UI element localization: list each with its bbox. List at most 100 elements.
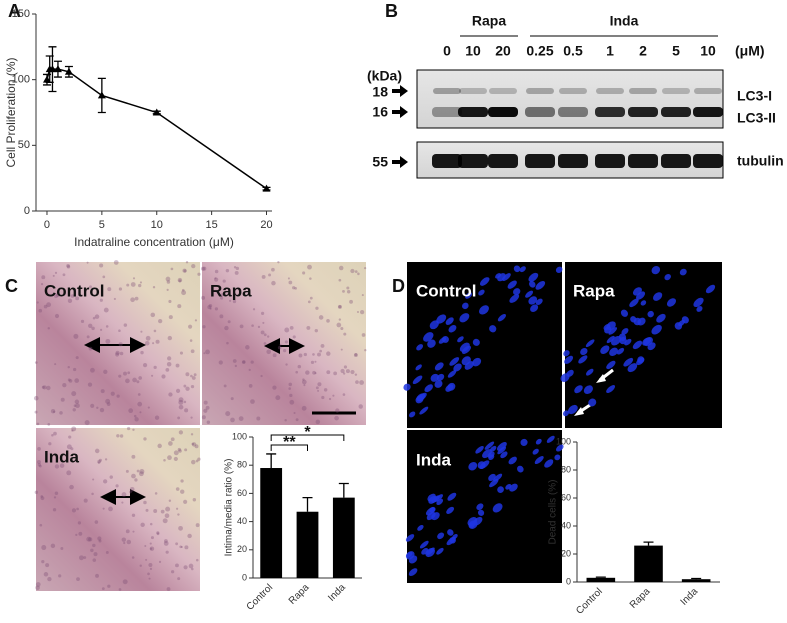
- texture: [105, 398, 111, 404]
- texture: [41, 385, 45, 389]
- texture: [35, 585, 40, 591]
- texture: [136, 380, 140, 384]
- texture: [71, 426, 77, 432]
- lane-label: 0: [443, 43, 451, 59]
- nucleus: [412, 375, 423, 385]
- texture: [88, 346, 93, 351]
- bar: [332, 497, 355, 578]
- texture: [175, 542, 179, 546]
- x-tick-label: 15: [206, 219, 218, 231]
- texture: [131, 454, 136, 459]
- texture: [34, 490, 38, 494]
- nucleus: [469, 522, 476, 529]
- nucleus: [425, 547, 435, 558]
- texture: [295, 418, 299, 422]
- texture: [125, 529, 130, 534]
- texture: [94, 314, 100, 319]
- texture: [139, 564, 142, 567]
- texture: [47, 576, 52, 582]
- nucleus: [530, 304, 539, 313]
- nucleus: [525, 290, 534, 298]
- band-label: tubulin: [737, 153, 784, 169]
- texture: [144, 340, 150, 346]
- texture: [192, 498, 197, 502]
- texture: [251, 324, 254, 327]
- texture: [153, 365, 157, 370]
- texture: [143, 500, 147, 505]
- texture: [183, 499, 188, 504]
- nucleus: [479, 277, 490, 286]
- texture: [139, 469, 145, 474]
- texture: [175, 487, 180, 491]
- texture: [235, 266, 240, 271]
- texture: [338, 305, 342, 309]
- significance-label: *: [304, 424, 311, 441]
- texture: [115, 484, 119, 488]
- kda-label: (kDa): [367, 68, 402, 84]
- nucleus: [449, 357, 460, 366]
- texture: [177, 416, 181, 420]
- x-tick-label: Control: [245, 582, 276, 613]
- texture: [77, 521, 82, 525]
- texture: [90, 403, 95, 408]
- texture: [201, 415, 206, 420]
- texture: [288, 387, 291, 390]
- band: [595, 107, 625, 117]
- texture: [205, 405, 210, 410]
- texture: [60, 546, 64, 550]
- texture: [40, 495, 44, 498]
- nucleus: [436, 373, 445, 381]
- texture: [107, 584, 111, 588]
- texture: [350, 268, 355, 274]
- texture: [194, 444, 199, 449]
- texture: [289, 393, 293, 398]
- texture: [132, 530, 135, 533]
- bar: [296, 511, 319, 578]
- nucleus: [445, 317, 454, 325]
- texture: [74, 399, 80, 405]
- nucleus: [417, 524, 424, 531]
- lane-label: 10: [465, 43, 481, 59]
- nucleus: [666, 298, 677, 307]
- texture: [183, 565, 188, 570]
- nucleus: [520, 438, 528, 446]
- texture: [110, 391, 115, 396]
- texture: [115, 350, 120, 356]
- texture: [37, 463, 42, 467]
- nucleus: [578, 355, 588, 364]
- band: [693, 107, 723, 117]
- band: [628, 107, 658, 117]
- texture: [350, 369, 355, 375]
- nucleus: [627, 363, 638, 373]
- nucleus: [488, 473, 496, 482]
- nucleus: [560, 373, 570, 382]
- texture: [263, 333, 267, 337]
- panel-label: D: [392, 276, 405, 296]
- texture: [262, 321, 265, 324]
- lane-label: 5: [672, 43, 680, 59]
- texture: [140, 330, 143, 333]
- y-tick-label: 20: [237, 544, 247, 554]
- significance-label: **: [283, 434, 296, 451]
- texture: [349, 299, 353, 304]
- x-tick-label: 20: [260, 219, 272, 231]
- nucleus: [600, 345, 610, 354]
- image-label: Control: [44, 281, 104, 300]
- band: [661, 154, 691, 168]
- marker-label: 16: [372, 104, 388, 120]
- texture: [317, 389, 320, 392]
- texture: [277, 345, 282, 350]
- texture: [131, 473, 136, 479]
- texture: [129, 490, 132, 494]
- texture: [113, 297, 116, 301]
- texture: [317, 352, 321, 357]
- texture: [46, 385, 51, 391]
- texture: [87, 382, 93, 387]
- texture: [168, 299, 172, 304]
- texture: [83, 498, 88, 503]
- texture: [220, 293, 224, 297]
- texture: [314, 372, 317, 375]
- texture: [148, 577, 151, 580]
- texture: [234, 364, 237, 368]
- texture: [144, 545, 147, 548]
